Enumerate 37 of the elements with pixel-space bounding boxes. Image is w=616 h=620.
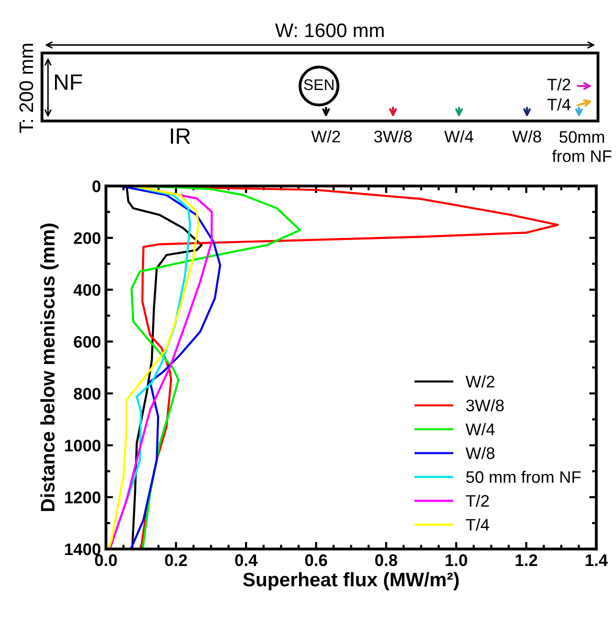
text: 50mm from NF: [552, 131, 612, 162]
y-tick-label: 0: [92, 180, 100, 192]
legend-label: T/4: [466, 518, 490, 531]
x-tick-label: 1.4: [586, 554, 608, 566]
text: W/4: [444, 130, 474, 142]
x-tick-label: 0.2: [165, 554, 187, 566]
y-tick-label: 400: [74, 284, 100, 296]
x-tick-label: 0.0: [95, 554, 117, 566]
legend-label: W/8: [466, 446, 494, 460]
x-tick-label: 1.0: [446, 554, 468, 566]
text: IR: [170, 128, 190, 144]
legend-label: 50 mm from NF: [466, 470, 581, 483]
legend-label: 3W/8: [466, 399, 504, 412]
text: NF: [55, 74, 82, 90]
text: 3W/8: [374, 130, 412, 142]
legend-label: T/2: [466, 494, 489, 507]
text: T/4: [547, 98, 571, 110]
x-tick-label: 0.6: [305, 554, 328, 566]
legend-label: W/4: [466, 422, 495, 436]
text: T: 200 mm: [19, 44, 34, 133]
x-tick-label: 0.4: [235, 554, 258, 566]
y-tick-label: 200: [74, 232, 100, 244]
legend-label: W/2: [466, 375, 494, 388]
x-axis-title: Superheat flux (MW/m²): [243, 572, 459, 590]
text: W: 1600 mm: [275, 23, 384, 38]
y-axis-title: Distance below meniscus (mm): [40, 224, 58, 511]
y-tick-label: 1000: [65, 440, 100, 452]
text: W/8: [512, 130, 542, 142]
x-tick-label: 0.8: [375, 554, 398, 566]
y-tick-label: 1200: [65, 492, 100, 504]
y-tick-label: 600: [74, 336, 100, 348]
text: SEN: [304, 79, 334, 90]
y-tick-label: 800: [74, 388, 100, 400]
text: W/2: [311, 130, 340, 142]
text: T/2: [547, 78, 570, 90]
y-tick-label: 1400: [65, 543, 100, 556]
x-tick-label: 1.2: [516, 554, 538, 566]
